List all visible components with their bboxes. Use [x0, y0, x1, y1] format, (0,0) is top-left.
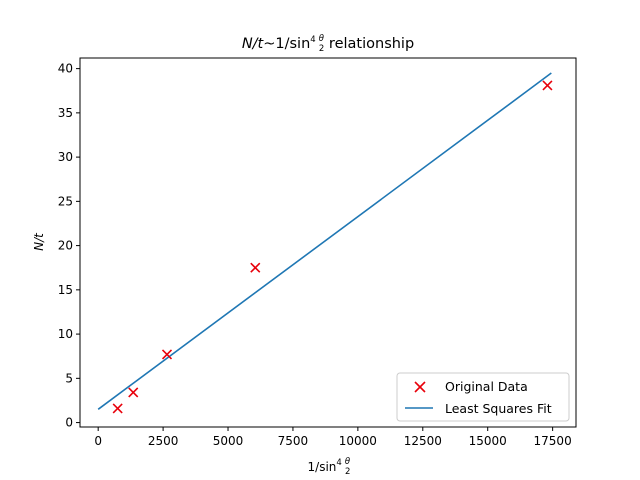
- x-tick-label: 15000: [469, 434, 507, 448]
- x-tick-label: 5000: [213, 434, 244, 448]
- plot-area: [80, 58, 576, 427]
- legend: Original Data Least Squares Fit: [396, 372, 570, 422]
- chart-title: N/t~1/sin4 θ 2 relationship: [242, 34, 414, 54]
- fit-line-layer: [97, 72, 552, 410]
- y-tick-label: 5: [65, 371, 73, 385]
- x-axis: 0 2500 5000 7500 10000 12500 15000 17500: [94, 427, 572, 448]
- legend-marker-original-data: [414, 381, 426, 393]
- x-tick-label: 2500: [148, 434, 179, 448]
- x-tick-label: 7500: [278, 434, 309, 448]
- y-tick-label: 35: [58, 106, 73, 120]
- scatter-points-layer: [112, 80, 553, 414]
- x-tick-label: 10000: [339, 434, 377, 448]
- y-tick-label: 40: [58, 62, 73, 76]
- y-axis: 0 5 10 15 20 25 30 35 40: [58, 62, 80, 430]
- x-tick-label: 17500: [534, 434, 572, 448]
- data-point: [161, 349, 173, 360]
- y-tick-label: 25: [58, 194, 73, 208]
- y-tick-label: 10: [58, 327, 73, 341]
- fit-line: [97, 72, 552, 410]
- y-axis-label: N/t: [32, 232, 46, 251]
- y-tick-label: 15: [58, 283, 73, 297]
- y-tick-label: 30: [58, 150, 73, 164]
- data-point: [250, 262, 261, 273]
- data-point: [128, 387, 139, 398]
- legend-box: [396, 372, 570, 422]
- x-axis-label: 1/sin4 θ 2: [308, 457, 351, 477]
- data-point: [542, 80, 553, 91]
- legend-label-least-squares-fit: Least Squares Fit: [445, 401, 552, 416]
- y-tick-label: 0: [65, 416, 73, 430]
- y-tick-label: 20: [58, 239, 73, 253]
- legend-label-original-data: Original Data: [445, 379, 528, 394]
- x-tick-label: 0: [94, 434, 102, 448]
- x-tick-label: 12500: [404, 434, 442, 448]
- data-point: [112, 403, 123, 414]
- axes-frame: [79, 57, 577, 428]
